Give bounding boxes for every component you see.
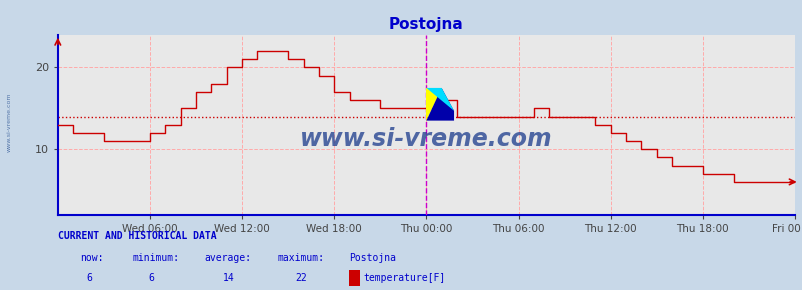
- Polygon shape: [426, 88, 453, 111]
- Text: 6: 6: [148, 273, 154, 283]
- Polygon shape: [426, 88, 441, 121]
- Text: temperature[F]: temperature[F]: [363, 273, 445, 283]
- Text: 14: 14: [223, 273, 235, 283]
- Text: www.si-vreme.com: www.si-vreme.com: [6, 92, 11, 152]
- Text: average:: average:: [205, 253, 252, 263]
- Text: maximum:: maximum:: [277, 253, 324, 263]
- Title: Postojna: Postojna: [388, 17, 464, 32]
- Text: 6: 6: [86, 273, 91, 283]
- Text: minimum:: minimum:: [132, 253, 180, 263]
- Text: now:: now:: [80, 253, 103, 263]
- Text: 22: 22: [295, 273, 307, 283]
- Polygon shape: [426, 88, 453, 121]
- Text: www.si-vreme.com: www.si-vreme.com: [300, 127, 552, 151]
- Text: CURRENT AND HISTORICAL DATA: CURRENT AND HISTORICAL DATA: [58, 231, 217, 241]
- Text: Postojna: Postojna: [349, 253, 396, 263]
